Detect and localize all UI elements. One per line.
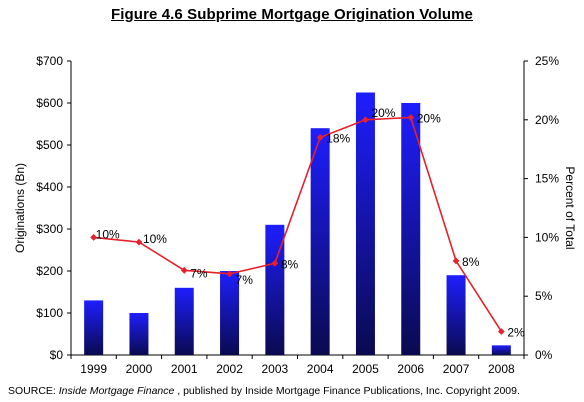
percent-marker [362, 116, 369, 124]
data-label: 8% [281, 257, 299, 271]
x-tick-label: 1999 [80, 362, 107, 376]
bar [491, 345, 511, 355]
data-label: 7% [190, 266, 208, 280]
right-tick-label: 25% [535, 54, 559, 68]
percent-line [93, 116, 503, 332]
percent-marker [226, 270, 233, 278]
data-label: 10% [96, 227, 120, 241]
chart-labels: $0 $100 $200 $300 $400 $500 $600 $700 0% 5% 10% 15%… [13, 54, 577, 376]
bar [446, 275, 466, 355]
bar [129, 313, 149, 355]
bar [401, 103, 421, 355]
percent-marker [452, 257, 460, 265]
right-tick-label: 15% [535, 172, 559, 186]
source-note: SOURCE: Inside Mortgage Finance , publis… [8, 385, 520, 397]
y-axis-right-title: Percent of Total [563, 166, 577, 249]
percent-marker [180, 266, 188, 274]
right-tick-label: 5% [535, 289, 553, 303]
right-tick-label: 10% [535, 230, 559, 244]
source-publication: Inside Mortgage Finance [58, 385, 175, 397]
bar [310, 128, 330, 355]
bar [84, 300, 104, 355]
bar [355, 92, 375, 355]
x-tick-label: 2005 [352, 362, 379, 376]
x-tick-label: 2006 [397, 362, 424, 376]
y-axis-title: Originations (Bn) [13, 163, 27, 253]
percent-marker [135, 238, 143, 246]
left-tick-label: $0 [50, 348, 64, 362]
percent-marker [407, 114, 415, 121]
x-tick-label: 2000 [126, 362, 153, 376]
left-tick-label: $300 [36, 222, 63, 236]
line-series [90, 114, 505, 335]
left-tick-label: $400 [36, 180, 63, 194]
left-tick-label: $600 [36, 96, 63, 110]
data-label: 2% [507, 325, 525, 339]
data-label: 20% [371, 106, 395, 120]
data-label: 8% [462, 255, 480, 269]
source-suffix: , published by Inside Mortgage Finance P… [174, 385, 520, 397]
x-tick-label: 2004 [307, 362, 334, 376]
source-prefix: SOURCE: [8, 385, 59, 397]
percent-marker [497, 328, 505, 335]
x-tick-label: 2003 [261, 362, 288, 376]
percent-marker [90, 234, 98, 241]
percent-marker [316, 134, 324, 141]
left-tick-label: $700 [36, 54, 63, 68]
chart-title: Figure 4.6 Subprime Mortgage Origination… [111, 6, 473, 23]
percent-marker [271, 259, 279, 267]
data-label: 20% [417, 111, 441, 125]
left-tick-label: $200 [36, 264, 63, 278]
x-tick-label: 2001 [171, 362, 198, 376]
data-label: 10% [143, 232, 167, 246]
x-tick-label: 2008 [488, 362, 515, 376]
bar [265, 224, 285, 355]
x-tick-label: 2007 [443, 362, 470, 376]
data-label: 7% [236, 273, 254, 287]
data-label: 18% [326, 131, 350, 145]
left-tick-label: $500 [36, 138, 63, 152]
right-tick-label: 0% [535, 348, 553, 362]
right-tick-label: 20% [535, 113, 559, 127]
bar [174, 287, 194, 355]
bar [220, 271, 240, 355]
bar-series [84, 92, 511, 355]
left-tick-label: $100 [36, 306, 63, 320]
x-tick-label: 2002 [216, 362, 243, 376]
